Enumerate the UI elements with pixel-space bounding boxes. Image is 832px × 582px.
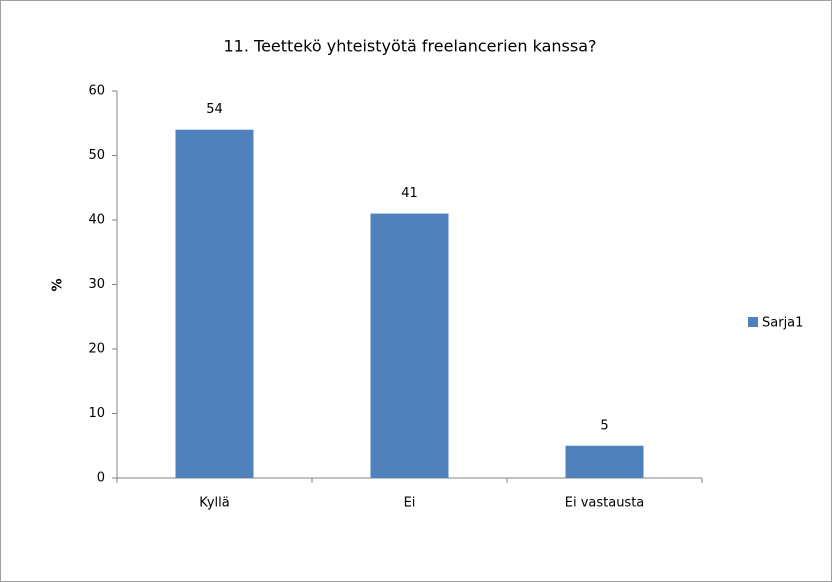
data-label: 41 <box>401 186 418 201</box>
bar <box>565 445 644 478</box>
legend-label: Sarja1 <box>762 316 803 331</box>
y-tick-label: 20 <box>88 342 105 357</box>
y-axis-label: % <box>51 278 66 291</box>
x-tick-label: Kyllä <box>199 496 229 511</box>
data-label: 5 <box>600 418 608 433</box>
y-tick-label: 10 <box>88 406 105 421</box>
x-tick-label: Ei <box>404 496 416 511</box>
y-tick-label: 0 <box>97 471 105 486</box>
y-tick-label: 30 <box>88 277 105 292</box>
x-tick-label: Ei vastausta <box>565 496 645 511</box>
chart-title: 11. Teettekö yhteistyötä freelancerien k… <box>223 37 596 56</box>
bar <box>370 213 449 479</box>
y-tick-label: 60 <box>88 84 105 99</box>
bar <box>175 129 254 478</box>
legend-swatch <box>748 317 758 327</box>
data-label: 54 <box>206 102 223 117</box>
y-tick-label: 40 <box>88 213 105 228</box>
y-tick-label: 50 <box>88 148 105 163</box>
